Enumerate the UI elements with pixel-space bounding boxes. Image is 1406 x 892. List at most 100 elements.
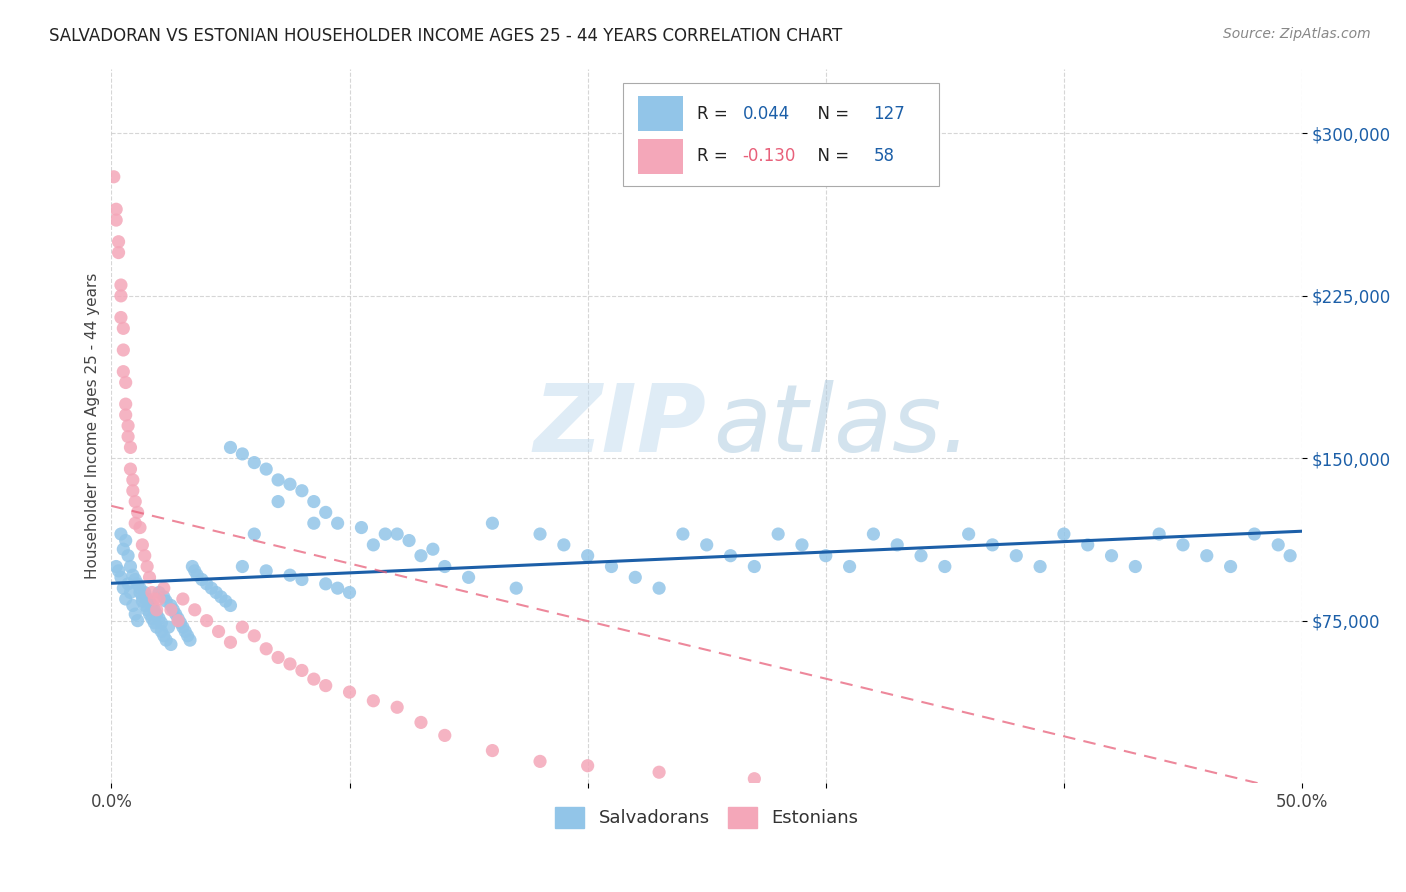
Point	[648, 765, 671, 780]
Point	[121, 599, 143, 613]
Point	[138, 607, 160, 622]
Point	[243, 456, 266, 470]
Point	[1005, 549, 1028, 563]
Point	[105, 202, 128, 217]
Point	[143, 603, 166, 617]
Point	[148, 611, 170, 625]
Point	[433, 728, 456, 742]
Point	[576, 549, 599, 563]
Point	[129, 581, 152, 595]
Point	[112, 343, 135, 357]
Point	[186, 568, 208, 582]
Point	[339, 685, 361, 699]
Point	[152, 590, 174, 604]
Point	[141, 599, 163, 613]
Point	[134, 585, 156, 599]
FancyBboxPatch shape	[623, 83, 939, 186]
Point	[117, 418, 139, 433]
Point	[176, 629, 198, 643]
Point	[207, 624, 229, 639]
Point	[254, 564, 277, 578]
Point	[121, 483, 143, 498]
Point	[766, 527, 789, 541]
Point	[1029, 559, 1052, 574]
Point	[291, 664, 314, 678]
Point	[481, 743, 503, 757]
Point	[110, 278, 132, 293]
Point	[110, 289, 132, 303]
Point	[1267, 538, 1289, 552]
Text: 0.044: 0.044	[742, 104, 790, 122]
Point	[160, 603, 183, 617]
Point	[184, 564, 207, 578]
Point	[143, 592, 166, 607]
Point	[103, 169, 125, 184]
Point	[231, 559, 253, 574]
Point	[291, 573, 314, 587]
Point	[696, 538, 718, 552]
Point	[1101, 549, 1123, 563]
Point	[150, 615, 173, 630]
Point	[457, 570, 479, 584]
Point	[148, 592, 170, 607]
Point	[110, 527, 132, 541]
Point	[385, 700, 408, 714]
Point	[231, 620, 253, 634]
Point	[267, 650, 290, 665]
Text: N =: N =	[807, 147, 853, 165]
Point	[433, 559, 456, 574]
Point	[114, 408, 136, 422]
Point	[957, 527, 980, 541]
Point	[121, 568, 143, 582]
Point	[181, 559, 204, 574]
Text: Source: ZipAtlas.com: Source: ZipAtlas.com	[1223, 27, 1371, 41]
Point	[720, 549, 742, 563]
Point	[155, 594, 177, 608]
Text: ZIP: ZIP	[534, 380, 707, 472]
Text: atlas.: atlas.	[713, 380, 972, 471]
Point	[107, 235, 129, 249]
Point	[107, 245, 129, 260]
Point	[150, 624, 173, 639]
Point	[129, 585, 152, 599]
Point	[120, 441, 142, 455]
Point	[215, 594, 238, 608]
Point	[129, 520, 152, 534]
Point	[162, 603, 184, 617]
Point	[131, 590, 153, 604]
Point	[145, 607, 167, 622]
Point	[409, 715, 432, 730]
Point	[205, 585, 228, 599]
Point	[124, 573, 146, 587]
Point	[553, 538, 575, 552]
Point	[195, 614, 218, 628]
Point	[117, 577, 139, 591]
Point	[145, 603, 167, 617]
Point	[744, 772, 766, 786]
Point	[172, 620, 194, 634]
Point	[315, 679, 337, 693]
Point	[254, 641, 277, 656]
Bar	[638, 96, 683, 131]
Text: 58: 58	[873, 147, 894, 165]
Point	[529, 527, 551, 541]
Point	[134, 599, 156, 613]
Point	[165, 607, 187, 622]
Point	[243, 527, 266, 541]
Point	[862, 527, 884, 541]
Point	[174, 624, 197, 639]
Point	[160, 638, 183, 652]
Point	[600, 559, 623, 574]
Point	[117, 429, 139, 443]
Point	[1219, 559, 1241, 574]
Point	[145, 620, 167, 634]
Point	[529, 755, 551, 769]
Point	[167, 611, 190, 625]
Point	[141, 611, 163, 625]
Point	[148, 585, 170, 599]
Point	[624, 570, 647, 584]
Point	[157, 620, 180, 634]
Point	[167, 614, 190, 628]
Point	[120, 462, 142, 476]
Point	[112, 365, 135, 379]
